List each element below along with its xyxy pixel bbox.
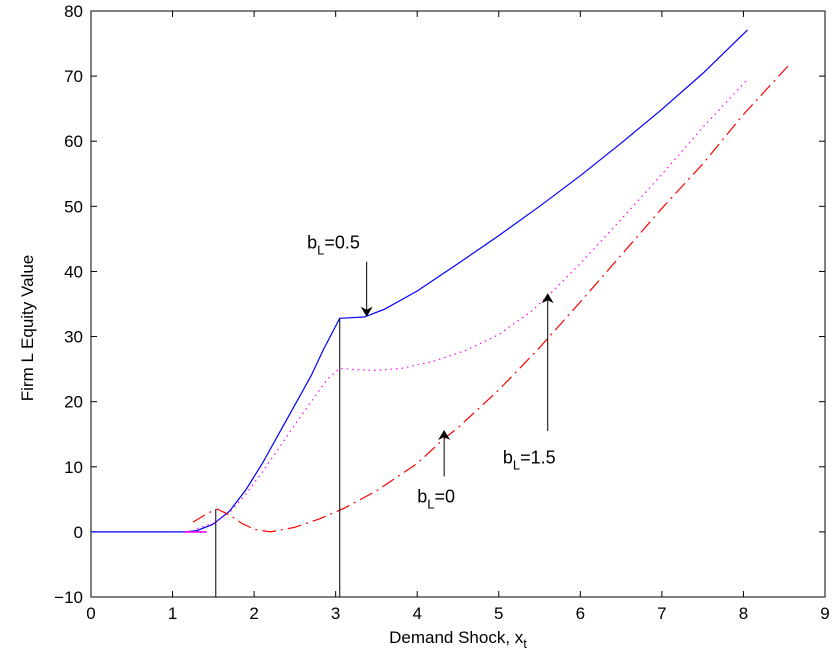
y-tick-label: 50: [64, 197, 83, 216]
x-tick-label: 9: [820, 604, 829, 623]
annotation-label: bL=0.5: [307, 233, 360, 258]
y-tick-label: 70: [64, 67, 83, 86]
x-tick-label: 6: [576, 604, 585, 623]
series-group: [91, 29, 789, 597]
annotation-label: bL=1.5: [503, 448, 556, 473]
x-tick-label: 8: [739, 604, 748, 623]
x-tick-label: 7: [657, 604, 666, 623]
series-line-dotted: [196, 78, 748, 530]
x-tick-label: 2: [249, 604, 258, 623]
annotation-label: bL=0: [417, 487, 455, 512]
y-tick-label: 0: [74, 523, 83, 542]
series-line-dashed: [192, 65, 789, 533]
y-tick-label: 20: [64, 393, 83, 412]
y-axis-title: Firm L Equity Value: [18, 255, 37, 401]
y-tick-label: 30: [64, 328, 83, 347]
x-tick-label: 3: [331, 604, 340, 623]
x-axis-title: Demand Shock, xt: [389, 628, 527, 651]
y-tick-label: 60: [64, 132, 83, 151]
x-tick-label: 0: [86, 604, 95, 623]
x-axis-title-subscript: t: [523, 636, 527, 651]
y-tick-label: −10: [54, 588, 83, 607]
annotations-group: bL=0.5 bL=1.5 bL=0: [307, 233, 556, 512]
y-tick-label: 10: [64, 458, 83, 477]
y-tick-label: 80: [64, 2, 83, 21]
x-tick-label: 4: [412, 604, 421, 623]
x-axis-title-main: Demand Shock, x: [389, 628, 524, 647]
series-line-solid: [91, 29, 748, 533]
plot-area: [90, 10, 826, 598]
x-tick-label: 5: [494, 604, 503, 623]
y-tick-label: 40: [64, 262, 83, 281]
x-tick-label: 1: [168, 604, 177, 623]
